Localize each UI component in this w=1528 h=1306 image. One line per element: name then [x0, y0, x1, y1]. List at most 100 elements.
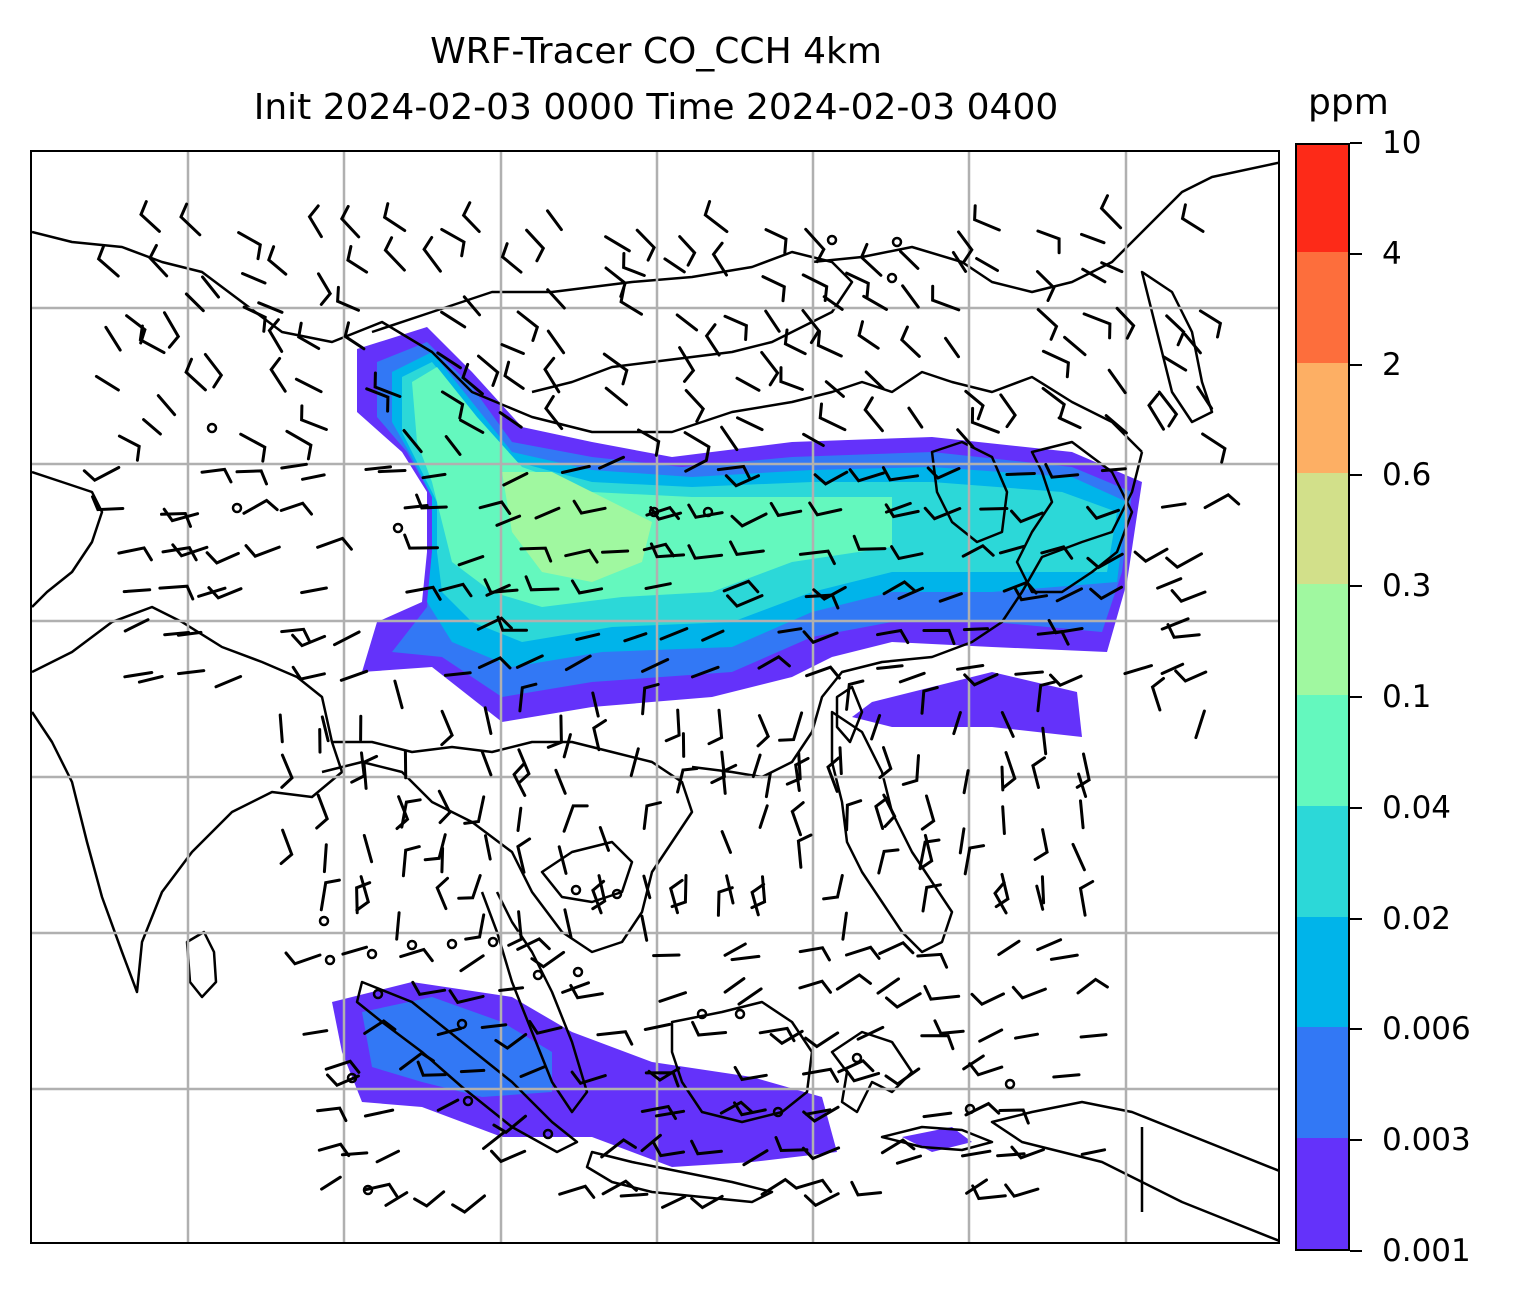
- wind-barb: [1047, 618, 1084, 635]
- wind-barb: [933, 1019, 965, 1035]
- wind-barb: [436, 1027, 463, 1037]
- wind-barb: [1036, 680, 1056, 713]
- wind-barb: [494, 1033, 528, 1050]
- wind-barb: [724, 474, 760, 488]
- wind-barb: [857, 320, 880, 350]
- wind-barb: [619, 1192, 649, 1198]
- wind-barb: [804, 1031, 840, 1049]
- wind-barb: [1165, 552, 1203, 570]
- wind-barb: [678, 346, 696, 383]
- wind-barb: [975, 257, 999, 272]
- wind-barb: [1014, 1032, 1039, 1040]
- wind-barb: [962, 1054, 985, 1071]
- wind-barb: [644, 582, 672, 590]
- wind-barb: [649, 506, 683, 521]
- wind-barb: [824, 380, 845, 398]
- wind-barb: [1031, 756, 1046, 789]
- wind-barb: [1160, 617, 1190, 631]
- wind-barb: [483, 578, 519, 594]
- wind-barb: [440, 709, 454, 747]
- wind-barb: [163, 631, 191, 637]
- wind-barb: [1156, 577, 1183, 590]
- wind-barb: [602, 352, 629, 386]
- wind-barb: [1133, 547, 1169, 564]
- wind-barb: [302, 1029, 329, 1036]
- wind-barb: [687, 544, 724, 560]
- wind-barb: [495, 514, 522, 527]
- map-subtitle: Init 2024-02-03 0000 Time 2024-02-03 040…: [253, 87, 1059, 128]
- wind-barb: [490, 1149, 527, 1164]
- wind-barb: [316, 536, 353, 551]
- wind-barb: [341, 945, 368, 956]
- wind-barb: [1013, 586, 1049, 602]
- wind-barb: [297, 321, 321, 350]
- wind-barb: [1033, 828, 1049, 861]
- colorbar-tick: [1350, 1028, 1362, 1031]
- wind-barb: [384, 1191, 409, 1207]
- wind-barb: [411, 980, 447, 997]
- coastline-india: [32, 605, 344, 994]
- wind-barb: [339, 669, 369, 682]
- wind-barb: [516, 310, 540, 342]
- wind-calm-circle: [372, 988, 384, 1000]
- wind-barb: [835, 973, 872, 991]
- wind-barb: [600, 1138, 637, 1159]
- wind-barb: [877, 848, 900, 875]
- wind-barb: [519, 1065, 547, 1078]
- wind-barb: [962, 769, 970, 795]
- wind-calm-circle: [611, 888, 623, 900]
- wind-barb: [543, 356, 561, 394]
- wind-barb: [457, 555, 485, 567]
- wind-barb: [148, 244, 169, 278]
- wind-barb: [343, 321, 366, 351]
- wind-barb: [961, 1149, 992, 1158]
- wind-barb: [179, 202, 202, 237]
- wind-barb: [184, 357, 207, 392]
- wind-barb: [1107, 368, 1127, 395]
- colorbar-tick: [1350, 142, 1362, 144]
- wind-barb: [993, 881, 1008, 915]
- wind-calm-circle: [1004, 1078, 1016, 1090]
- wind-barb: [267, 245, 288, 276]
- wind-calm-circle: [696, 1008, 708, 1020]
- wind-barb: [1157, 390, 1179, 428]
- coastline-srilanka: [185, 930, 218, 999]
- map-panel: [30, 150, 1280, 1244]
- wind-barb: [591, 879, 606, 915]
- wind-barb: [822, 874, 844, 901]
- wind-barb: [239, 432, 267, 463]
- wind-barb: [280, 753, 294, 789]
- wind-barb: [598, 826, 610, 852]
- wind-barb: [845, 799, 863, 832]
- wind-barb: [482, 1131, 506, 1150]
- colorbar-segment: [1297, 1137, 1348, 1249]
- wind-barb: [1201, 432, 1227, 464]
- wind-barb: [570, 1070, 607, 1086]
- wind-barb: [880, 1138, 916, 1155]
- wind-barb: [399, 947, 434, 963]
- tracer-fill-0.1: [502, 472, 652, 582]
- wind-barb: [641, 658, 670, 673]
- wind-barb: [774, 1136, 809, 1153]
- wind-barb: [405, 585, 442, 601]
- wind-barb: [711, 241, 728, 277]
- colorbar-segment: [1297, 472, 1348, 585]
- wind-barb: [480, 749, 493, 777]
- wind-barb: [477, 656, 512, 670]
- wind-barb: [761, 275, 786, 303]
- wind-barb: [383, 236, 406, 272]
- wind-barb: [968, 1062, 1004, 1077]
- wind-barb: [642, 542, 675, 558]
- wind-barb: [422, 236, 442, 273]
- wind-calm-circle: [366, 948, 378, 960]
- wind-barb: [1081, 267, 1107, 284]
- wind-barb: [564, 654, 592, 672]
- wind-barb: [163, 311, 181, 349]
- colorbar-tick: [1350, 696, 1362, 698]
- wind-barb: [346, 245, 369, 274]
- wind-barb: [957, 230, 974, 263]
- wind-barb: [641, 682, 660, 716]
- coastline-pakistan: [32, 470, 104, 608]
- wind-barb: [637, 428, 661, 457]
- wind-barb: [315, 793, 329, 830]
